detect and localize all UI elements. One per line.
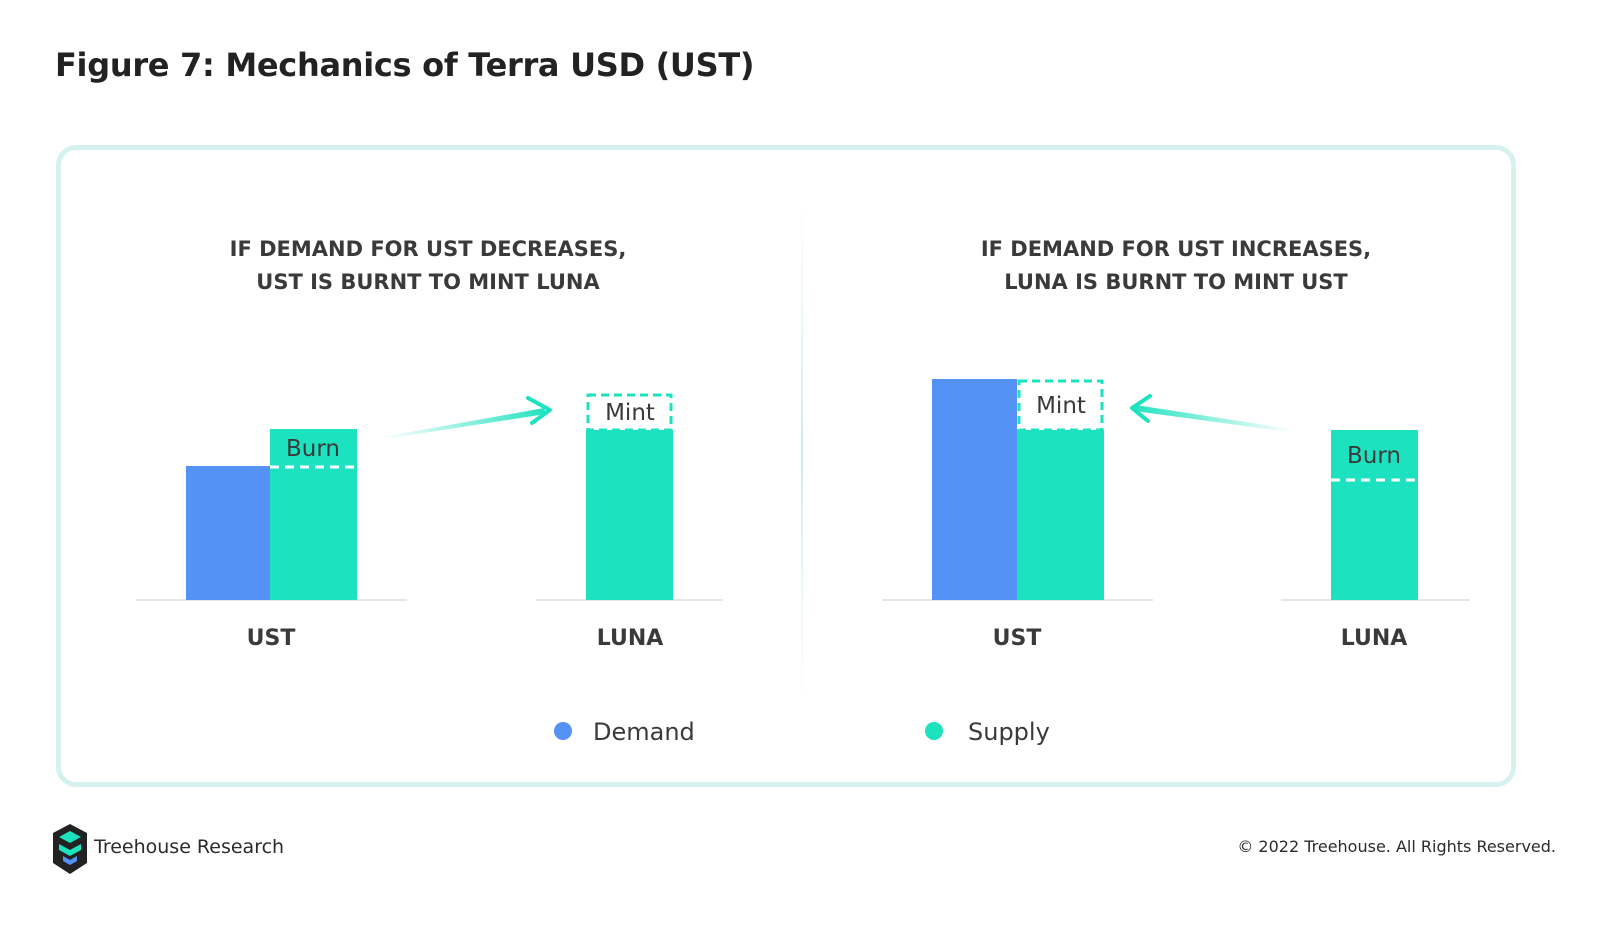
panel-decrease: IF DEMAND FOR UST DECREASES, UST IS BURN… (136, 237, 723, 651)
legend-demand-swatch (554, 722, 572, 740)
category-label-ust: UST (993, 626, 1042, 651)
category-label-luna: LUNA (597, 626, 664, 651)
arrow-left-icon (1130, 394, 1298, 433)
panel-heading-line-2: UST IS BURNT TO MINT LUNA (256, 270, 600, 294)
luna-supply-bar (1331, 430, 1418, 600)
footer-copyright: © 2022 Treehouse. All Rights Reserved. (1237, 837, 1556, 856)
arrow-right-icon (382, 396, 552, 439)
luna-supply-bar (586, 430, 673, 600)
ust-demand-bar (186, 466, 270, 600)
figure-title: Figure 7: Mechanics of Terra USD (UST) (55, 46, 755, 84)
ust-demand-bar (932, 379, 1017, 600)
panel-heading-line-1: IF DEMAND FOR UST DECREASES, (230, 237, 627, 261)
ust-supply-bar (1017, 430, 1104, 600)
panel-increase: IF DEMAND FOR UST INCREASES, LUNA IS BUR… (882, 237, 1470, 651)
legend-supply-swatch (925, 722, 943, 740)
legend-demand-label: Demand (593, 718, 695, 746)
luna-mint-outline (586, 393, 673, 432)
ust-mint-label: Mint (1036, 393, 1086, 419)
ust-supply-bar (270, 429, 357, 600)
luna-burn-label: Burn (1347, 443, 1401, 469)
ust-mint-outline (1017, 379, 1104, 432)
category-label-luna: LUNA (1341, 626, 1408, 651)
legend-supply-label: Supply (968, 718, 1050, 746)
treehouse-logo-icon (53, 824, 87, 874)
legend: Demand Supply (554, 718, 1050, 746)
ust-burn-label: Burn (286, 436, 340, 462)
category-label-ust: UST (247, 626, 296, 651)
footer-brand: Treehouse Research (94, 836, 285, 858)
panel-heading-line-1: IF DEMAND FOR UST INCREASES, (981, 237, 1371, 261)
panel-heading-line-2: LUNA IS BURNT TO MINT UST (1004, 270, 1348, 294)
luna-mint-label: Mint (605, 400, 655, 426)
